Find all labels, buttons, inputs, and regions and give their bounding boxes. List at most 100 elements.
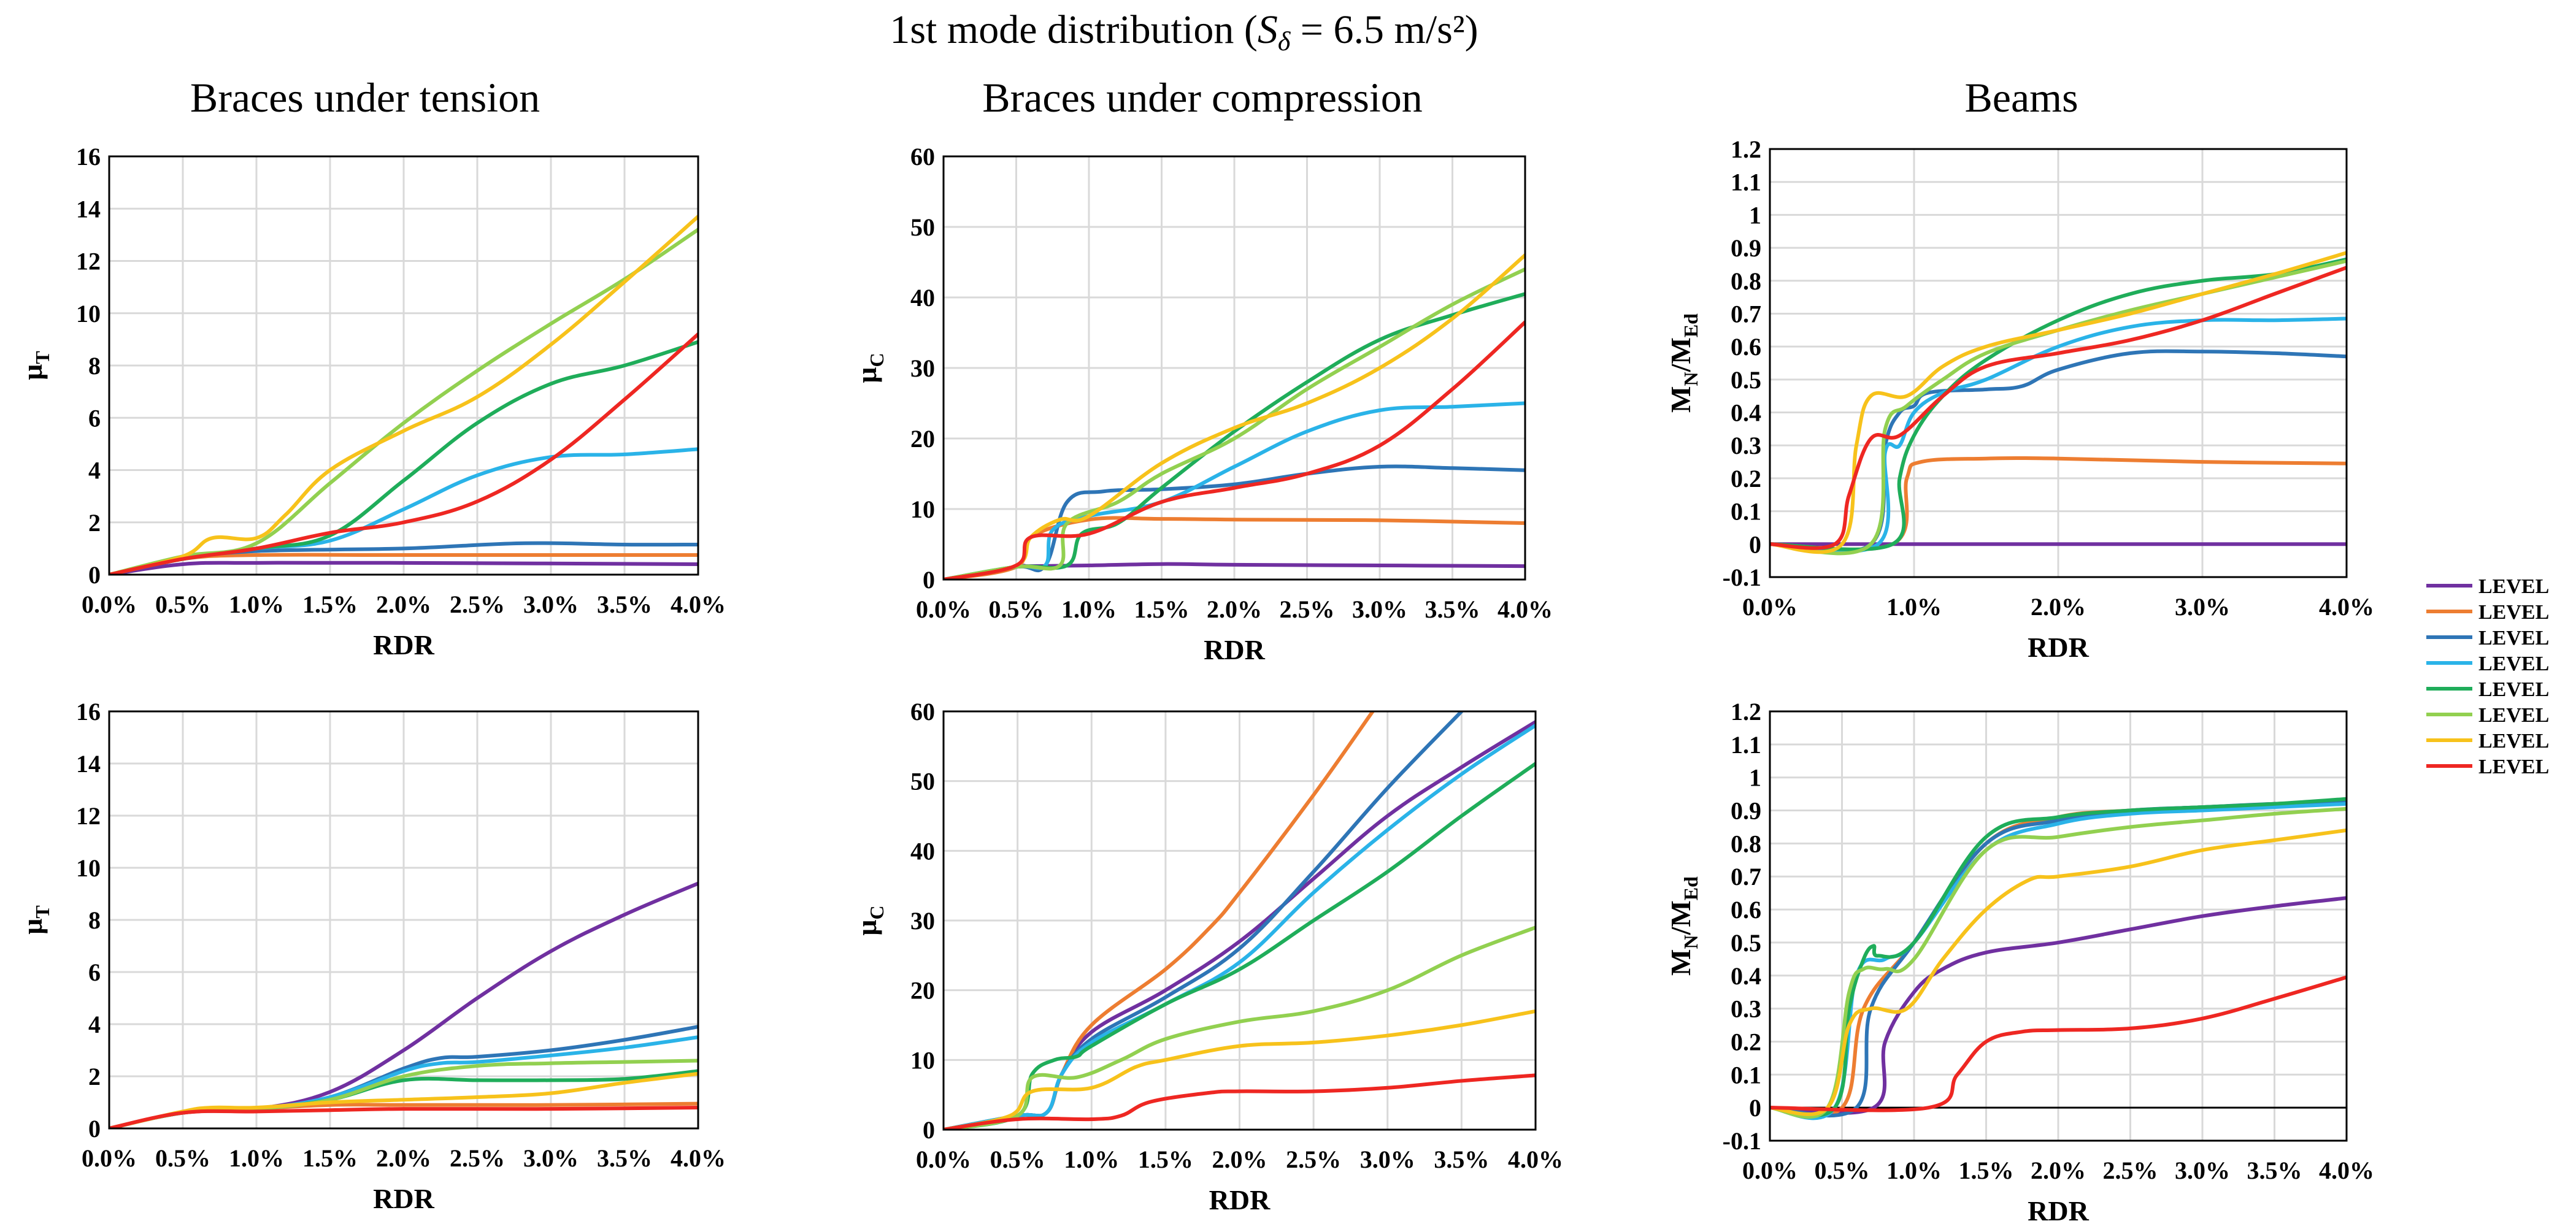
- legend-label: LEVEL: [2478, 653, 2549, 675]
- column-title-beams: Beams: [1964, 74, 2078, 121]
- x-tick-label: 0.5%: [155, 591, 210, 618]
- x-tick-label: 0.0%: [82, 591, 137, 618]
- y-tick-label: 0.7: [1731, 863, 1761, 890]
- y-tick-label: 16: [76, 143, 101, 170]
- y-tick-label: 12: [76, 248, 101, 275]
- series-line-1: [1770, 896, 2347, 1115]
- y-tick-label: 20: [910, 425, 935, 453]
- series-line-6: [944, 925, 1536, 1130]
- y-tick-label: 30: [910, 354, 935, 382]
- y-tick-label: 0: [923, 566, 935, 594]
- x-tick-label: 2.5%: [450, 591, 505, 618]
- y-tick-label: 0.8: [1731, 830, 1761, 857]
- legend-item: LEVEL: [2426, 756, 2549, 778]
- series-line-8: [1770, 975, 2347, 1112]
- x-tick-label: 1.5%: [1134, 595, 1190, 623]
- y-tick-label: 1: [1749, 201, 1761, 229]
- y-tick-label: 14: [76, 195, 101, 223]
- x-tick-label: 1.0%: [229, 1144, 284, 1172]
- x-tick-label: 3.0%: [1360, 1146, 1415, 1173]
- x-tick-label: 0.0%: [1742, 593, 1797, 621]
- y-tick-label: 8: [88, 906, 101, 934]
- chart-beams-top: 0.0% 1.0% 2.0% 3.0% 4.0% -0.1 0 0.1 0.2 0.3 0.4 0.5…: [1665, 136, 2374, 663]
- y-tick-label: 0: [923, 1116, 935, 1144]
- x-tick-label: 3.0%: [523, 1144, 579, 1172]
- series-line-8: [1770, 266, 2347, 550]
- y-tick-label: 0.6: [1731, 896, 1761, 924]
- x-tick-label: 2.5%: [1280, 595, 1335, 623]
- chart-compression-bottom: 0.0% 0.5% 1.0% 1.5% 2.0% 2.5% 3.0% 3.5% 4.0% 0 10 2…: [851, 698, 1563, 1216]
- x-tick-label: 1.0%: [1886, 1157, 1942, 1184]
- x-tick-label: 3.0%: [523, 591, 579, 618]
- series-line-7: [944, 253, 1525, 580]
- y-tick-label: 0.3: [1731, 995, 1761, 1023]
- series-line-7: [109, 215, 698, 575]
- x-tick-label: 1.0%: [1064, 1146, 1119, 1173]
- legend-label: LEVEL: [2478, 601, 2549, 624]
- legend-item: LEVEL: [2426, 704, 2549, 727]
- legend-item: LEVEL: [2426, 730, 2549, 752]
- series-line-6: [1770, 806, 2347, 1119]
- legend-item: LEVEL: [2426, 653, 2549, 675]
- x-axis-label: RDR: [1204, 634, 1265, 665]
- y-tick-label: 1.1: [1731, 731, 1761, 759]
- x-tick-label: 0.0%: [916, 595, 971, 623]
- series-line-7: [944, 1009, 1536, 1130]
- x-tick-label: 2.0%: [376, 1144, 431, 1172]
- y-tick-label: 6: [88, 959, 101, 986]
- plot-frame: [942, 710, 1537, 1131]
- legend-label: LEVEL: [2478, 704, 2549, 727]
- plot-frame: [1769, 710, 2348, 1142]
- y-tick-label: 10: [76, 854, 101, 882]
- y-tick-label: 2: [88, 1063, 101, 1090]
- plot-frame: [1769, 148, 2348, 578]
- y-axis-label: μC: [851, 353, 888, 383]
- y-tick-label: 0.7: [1731, 300, 1761, 327]
- y-tick-label: 0: [1749, 1094, 1761, 1122]
- y-tick-label: 0: [88, 561, 101, 589]
- y-tick-label: 50: [910, 768, 935, 795]
- x-tick-label: 3.0%: [1352, 595, 1407, 623]
- y-tick-label: 10: [910, 496, 935, 523]
- x-tick-label: 3.5%: [1425, 595, 1480, 623]
- x-tick-label: 0.5%: [1815, 1157, 1870, 1184]
- x-tick-label: 1.5%: [302, 1144, 358, 1172]
- x-tick-label: 0.0%: [1742, 1157, 1797, 1184]
- legend-item: LEVEL: [2426, 627, 2549, 649]
- x-axis-label: RDR: [2028, 632, 2089, 663]
- y-tick-label: 0.2: [1731, 1028, 1761, 1055]
- x-tick-label: 0.0%: [916, 1146, 971, 1173]
- y-axis-label: μT: [17, 905, 53, 934]
- x-tick-label: 4.0%: [2319, 593, 2374, 621]
- y-tick-label: 1.2: [1731, 136, 1761, 163]
- series-line-7: [109, 1071, 698, 1128]
- x-tick-label: 0.0%: [82, 1144, 137, 1172]
- series-line-6: [944, 267, 1525, 580]
- y-tick-label: 10: [910, 1046, 935, 1074]
- x-tick-label: 0.5%: [155, 1144, 210, 1172]
- y-tick-label: 0: [1749, 530, 1761, 558]
- x-tick-label: 1.5%: [302, 591, 358, 618]
- y-axis-label: μT: [17, 351, 53, 380]
- y-tick-label: 4: [88, 457, 101, 484]
- x-tick-label: 1.0%: [1061, 595, 1117, 623]
- y-tick-label: 6: [88, 404, 101, 432]
- x-tick-label: 1.0%: [229, 591, 284, 618]
- title-subscript: δ: [1278, 26, 1291, 56]
- title-prefix: 1st mode distribution (: [890, 7, 1257, 52]
- x-tick-label: 2.0%: [2031, 1157, 2086, 1184]
- legend-item: LEVEL: [2426, 575, 2549, 598]
- y-tick-label: 8: [88, 352, 101, 380]
- x-axis-label: RDR: [373, 1183, 434, 1214]
- y-tick-label: 0.3: [1731, 432, 1761, 459]
- legend-label: LEVEL: [2478, 678, 2549, 701]
- y-tick-label: 16: [76, 698, 101, 726]
- series-line-5: [1770, 257, 2347, 551]
- y-tick-label: 0.4: [1731, 962, 1761, 990]
- y-tick-label: 10: [76, 300, 101, 327]
- y-axis-label: μC: [851, 905, 888, 935]
- plot-frame: [108, 710, 699, 1130]
- x-tick-label: 1.5%: [1959, 1157, 2014, 1184]
- legend: LEVEL LEVEL LEVEL LEVEL LEVEL LEVEL LEVEL LEVEL: [2426, 575, 2549, 778]
